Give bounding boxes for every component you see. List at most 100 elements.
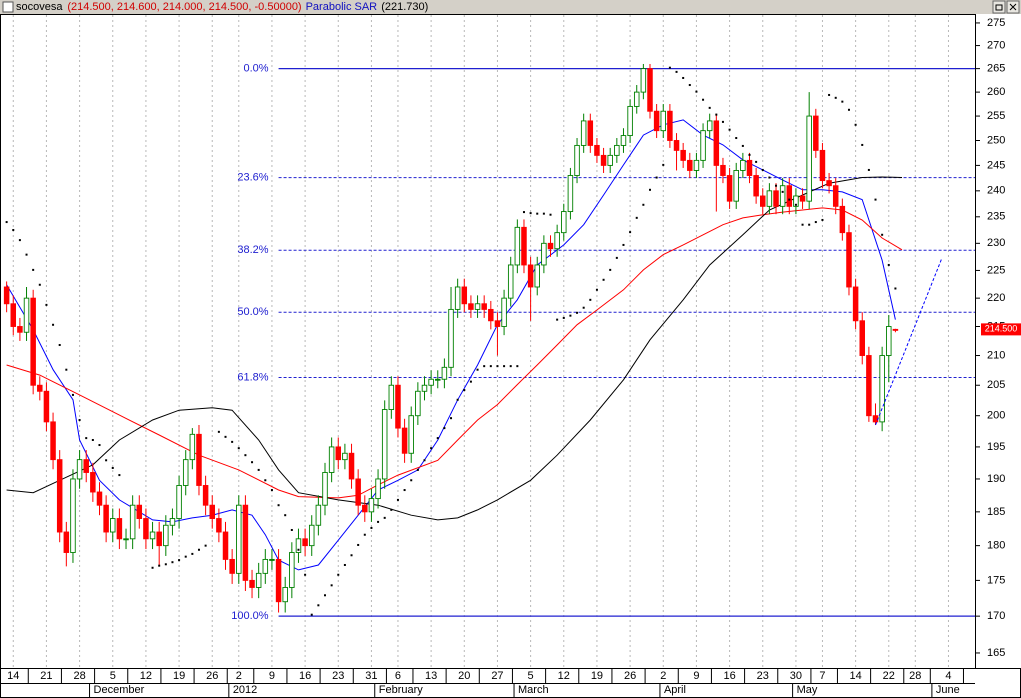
sar-dot (58, 343, 61, 346)
candle-body (229, 558, 235, 574)
candle-body (182, 459, 189, 486)
sar-dot (556, 318, 559, 321)
candle-body (269, 558, 275, 561)
candle-body (408, 415, 414, 454)
sar-dot (78, 419, 81, 422)
sar-dot (443, 427, 446, 430)
sar-dot (874, 198, 877, 201)
sar-dot (370, 526, 373, 529)
candle-body (614, 144, 620, 156)
candle-body (706, 120, 713, 132)
candle-body (753, 175, 759, 197)
sar-dot (821, 218, 824, 221)
sar-dot (357, 543, 360, 546)
sar-dot (5, 221, 8, 224)
sar-dot (244, 454, 247, 457)
sar-dot (264, 479, 267, 482)
month-label: June (936, 684, 960, 696)
y-tick-label: 180 (987, 540, 1005, 552)
sar-dot (609, 268, 612, 271)
y-tick-label: 270 (987, 39, 1005, 51)
candle-body (136, 504, 143, 519)
x-tick-label: 30 (790, 670, 802, 682)
sar-dot (509, 365, 512, 368)
candle-body (647, 68, 653, 112)
sar-dot (655, 176, 658, 179)
month-label: December (94, 684, 145, 696)
candle-body (574, 144, 580, 176)
candle-body (567, 175, 574, 213)
candle-body (222, 531, 229, 560)
candle-body (143, 518, 149, 540)
sar-dot (854, 123, 857, 126)
x-tick-label: 5 (110, 670, 116, 682)
sar-dot (635, 216, 638, 219)
sar-dot (337, 573, 340, 576)
sar-dot (695, 90, 698, 93)
sar-dot (436, 437, 439, 440)
candle-body (335, 446, 342, 461)
candle-body (633, 91, 640, 107)
sar-dot (702, 98, 705, 101)
y-tick-label: 260 (987, 86, 1005, 98)
sar-dot (887, 263, 890, 266)
candle-body (3, 286, 10, 305)
sar-dot (463, 389, 466, 392)
sar-dot (582, 306, 585, 309)
x-tick-label: 14 (7, 670, 19, 682)
x-tick-label: 20 (458, 670, 470, 682)
candle-body (713, 120, 720, 166)
sar-dot (158, 564, 161, 567)
sar-dot (91, 438, 94, 441)
candle-body (832, 185, 839, 207)
sar-dot (71, 393, 74, 396)
candle-body (746, 159, 753, 176)
candle-body (667, 110, 673, 141)
sar-dot (476, 368, 479, 371)
moving-average (6, 176, 903, 521)
candle-body (262, 558, 269, 574)
sar-dot (801, 223, 804, 226)
candle-body (302, 538, 308, 547)
sar-dot (450, 417, 453, 420)
x-tick-label: 12 (140, 670, 152, 682)
candle-body (209, 504, 215, 519)
candle-body (308, 524, 315, 547)
restore-button[interactable] (992, 0, 1006, 14)
sar-dot (330, 584, 333, 587)
sar-dot (204, 544, 207, 547)
sar-dot (304, 573, 307, 576)
candle-body (116, 518, 123, 540)
sar-dot (768, 176, 771, 179)
restore-glyph (995, 4, 1003, 11)
sar-dot (881, 233, 884, 236)
candle-body (680, 149, 686, 161)
candle-body (56, 459, 63, 533)
candle-body (806, 115, 812, 202)
sar-dot (496, 365, 499, 368)
candle-body (156, 531, 162, 547)
sar-dot (416, 468, 419, 471)
sar-dot (549, 213, 552, 216)
candle-body (813, 115, 819, 151)
candle-body (355, 478, 361, 506)
sar-dot (715, 113, 718, 116)
candle-body (541, 242, 547, 266)
sar-dot (489, 365, 492, 368)
sar-dot (589, 298, 592, 301)
sar-dot (217, 430, 220, 433)
sar-dot (748, 153, 751, 156)
sar-dot (151, 566, 154, 569)
x-tick-label: 9 (693, 670, 699, 682)
candle-body (580, 120, 587, 146)
sar-dot (191, 552, 194, 555)
candle-body (421, 384, 428, 392)
y-tick-label: 200 (987, 410, 1005, 422)
x-tick-label: 26 (206, 670, 218, 682)
x-tick-label: 16 (299, 670, 311, 682)
sar-dot (741, 144, 744, 147)
sar-dot (284, 514, 287, 517)
candle-body (799, 195, 806, 202)
candle-body (600, 154, 607, 166)
